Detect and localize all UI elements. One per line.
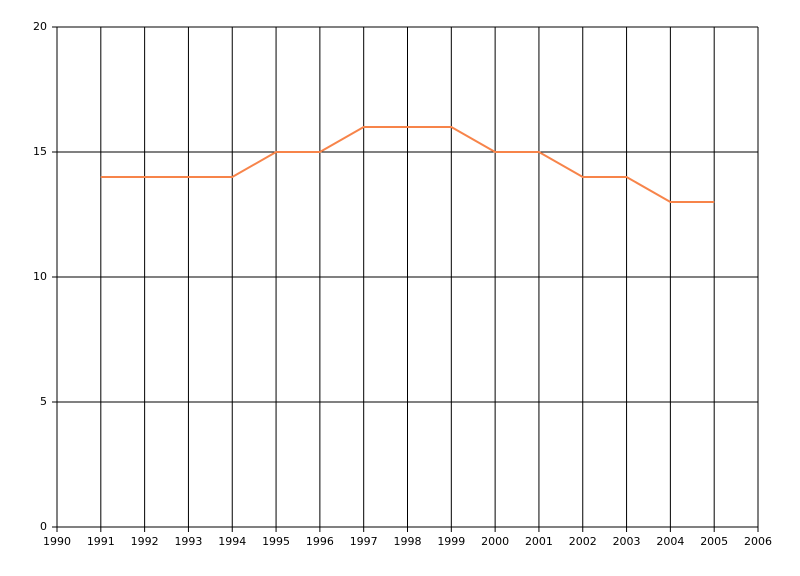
- x-tick-label: 1992: [131, 535, 159, 548]
- x-tick-label: 2006: [744, 535, 772, 548]
- x-tick-label: 2005: [700, 535, 728, 548]
- x-tick-label: 1994: [218, 535, 246, 548]
- x-tick-label: 2002: [569, 535, 597, 548]
- x-tick-label: 1997: [350, 535, 378, 548]
- x-tick-label: 1991: [87, 535, 115, 548]
- y-tick-label: 0: [40, 520, 47, 533]
- y-tick-label: 5: [40, 395, 47, 408]
- y-tick-label: 10: [33, 270, 47, 283]
- x-tick-label: 2004: [656, 535, 684, 548]
- data-line: [100, 126, 715, 203]
- x-tick-label: 1999: [437, 535, 465, 548]
- x-tick-label: 2003: [613, 535, 641, 548]
- y-tick-label: 15: [33, 145, 47, 158]
- x-tick-label: 1996: [306, 535, 334, 548]
- x-tick-label: 1993: [174, 535, 202, 548]
- x-tick-label: 1995: [262, 535, 290, 548]
- x-tick-label: 2000: [481, 535, 509, 548]
- y-tick-label: 20: [33, 20, 47, 33]
- x-tick-label: 1998: [394, 535, 422, 548]
- x-tick-label: 1990: [43, 535, 71, 548]
- x-tick-label: 2001: [525, 535, 553, 548]
